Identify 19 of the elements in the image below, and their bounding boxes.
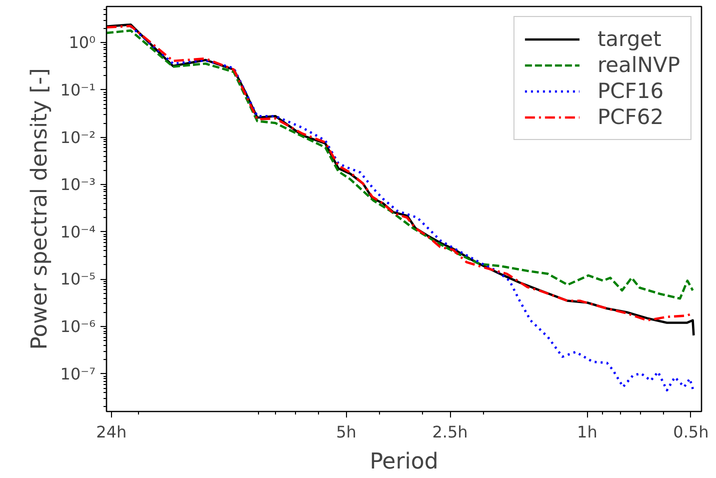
y-tick-label: 10⁻⁵: [60, 270, 96, 289]
y-tick-label: 10⁻¹: [60, 80, 96, 100]
legend-label: realNVP: [597, 53, 680, 77]
y-axis-title: Power spectral density [-]: [27, 68, 52, 350]
legend-label: PCF62: [597, 105, 664, 129]
x-axis-title: Period: [370, 450, 438, 474]
y-tick-label: 10⁰: [68, 33, 96, 52]
y-tick-label: 10⁻⁶: [60, 317, 96, 336]
x-tick-label: 1h: [577, 422, 598, 442]
y-tick-label: 10⁻⁷: [60, 364, 96, 384]
x-tick-label: 0.5h: [673, 422, 709, 442]
legend-label: PCF16: [597, 79, 664, 103]
y-tick-label: 10⁻²: [60, 128, 96, 147]
x-tick-label: 24h: [96, 422, 127, 442]
x-tick-label: 2.5h: [432, 422, 468, 442]
y-tick-label: 10⁻³: [60, 175, 96, 194]
x-tick-label: 5h: [336, 422, 356, 442]
y-tick-label: 10⁻⁴: [60, 222, 96, 242]
legend-label: target: [597, 27, 662, 51]
